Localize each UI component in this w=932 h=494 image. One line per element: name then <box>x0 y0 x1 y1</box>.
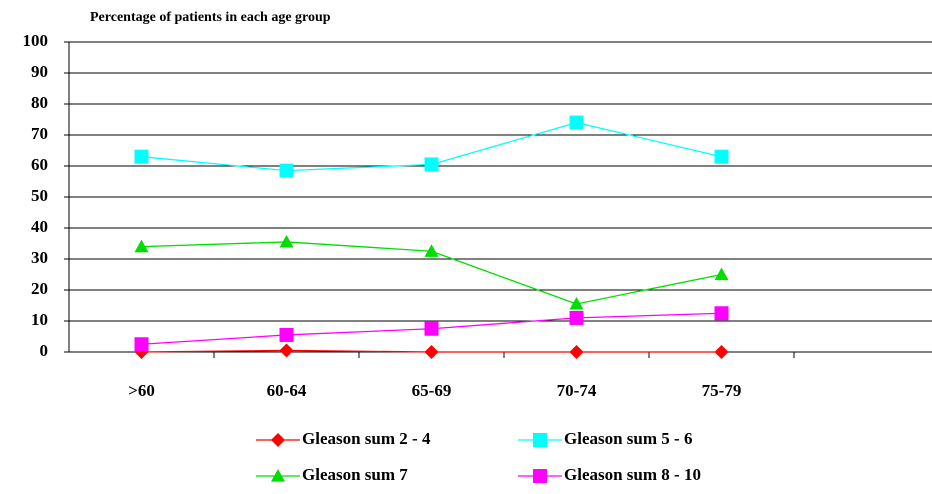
y-tick-label: 0 <box>40 341 49 360</box>
legend-label: Gleason sum 7 <box>302 465 408 484</box>
x-tick-label: 60-64 <box>267 381 307 400</box>
marker <box>714 149 729 164</box>
y-tick-label: 50 <box>31 186 48 205</box>
marker <box>271 469 285 482</box>
marker <box>569 345 584 359</box>
y-tick-label: 80 <box>31 93 48 112</box>
marker <box>424 157 439 172</box>
chart-title: Percentage of patients in each age group <box>90 10 331 25</box>
marker <box>714 345 729 359</box>
y-tick-label: 30 <box>31 248 48 267</box>
marker <box>279 234 294 248</box>
x-tick-label: 65-69 <box>412 381 452 400</box>
marker <box>424 321 439 336</box>
marker <box>569 115 584 130</box>
y-tick-label: 70 <box>31 124 48 143</box>
y-tick-label: 100 <box>23 31 49 50</box>
marker <box>279 327 294 342</box>
y-tick-label: 90 <box>31 62 48 81</box>
y-tick-label: 60 <box>31 155 48 174</box>
x-tick-label: 75-79 <box>702 381 742 400</box>
marker <box>279 343 294 358</box>
marker <box>134 337 149 352</box>
marker <box>424 244 439 257</box>
marker <box>569 296 584 310</box>
x-tick-label: >60 <box>128 381 155 400</box>
marker <box>533 469 547 483</box>
y-tick-label: 10 <box>31 310 48 329</box>
legend-label: Gleason sum 2 - 4 <box>302 429 431 448</box>
marker <box>279 163 294 178</box>
legend-label: Gleason sum 8 - 10 <box>564 465 701 484</box>
marker <box>134 149 149 164</box>
marker <box>569 310 584 325</box>
marker <box>271 433 285 447</box>
marker <box>533 433 547 447</box>
marker <box>714 306 729 321</box>
marker <box>424 345 439 359</box>
y-tick-label: 20 <box>31 279 48 298</box>
marker <box>714 267 729 281</box>
x-tick-label: 70-74 <box>557 381 597 400</box>
marker <box>134 239 149 253</box>
legend-label: Gleason sum 5 - 6 <box>564 429 692 448</box>
y-tick-label: 40 <box>31 217 48 236</box>
